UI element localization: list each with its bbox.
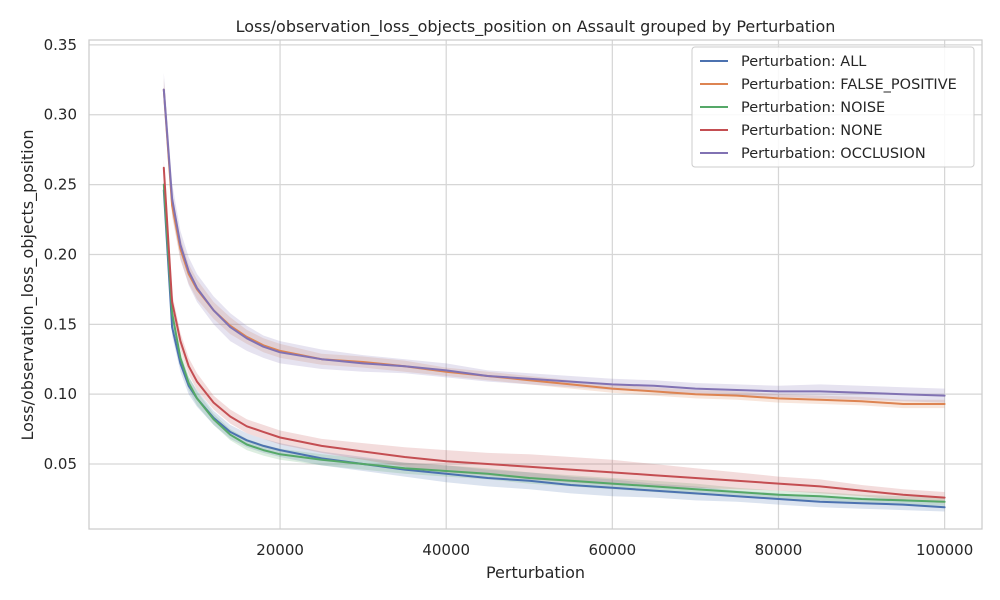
- y-axis-title: Loss/observation_loss_objects_position: [18, 129, 38, 440]
- legend-label-all: Perturbation: ALL: [741, 54, 866, 70]
- series-line-none: [162, 166, 946, 499]
- x-tick-label: 20000: [256, 541, 304, 559]
- y-tick-label: 0.30: [44, 106, 77, 124]
- legend-items: Perturbation: ALL Perturbation: FALSE_POS…: [700, 54, 957, 162]
- x-tick-labels: 20000 40000 60000 80000 100000: [256, 541, 973, 559]
- y-tick-label: 0.05: [44, 455, 77, 473]
- x-tick-label: 80000: [755, 541, 803, 559]
- series-lines: [162, 88, 946, 509]
- y-tick-label: 0.15: [44, 315, 77, 333]
- legend: Perturbation: ALL Perturbation: FALSE_POS…: [691, 46, 975, 168]
- y-tick-label: 0.25: [44, 176, 77, 194]
- y-tick-label: 0.10: [44, 385, 77, 403]
- y-tick-label: 0.20: [44, 245, 77, 263]
- y-tick-labels: 0.05 0.10 0.15 0.20 0.25 0.30 0.35: [44, 36, 77, 473]
- legend-frame: [691, 46, 975, 168]
- chart-title: Loss/observation_loss_objects_position o…: [236, 17, 836, 37]
- x-tick-label: 40000: [422, 541, 470, 559]
- series-line-occlusion: [162, 88, 946, 397]
- x-tick-label: 60000: [588, 541, 636, 559]
- legend-label-occlusion: Perturbation: OCCLUSION: [741, 146, 926, 162]
- x-axis-title: Perturbation: [486, 563, 585, 582]
- plot-frame: [88, 39, 983, 530]
- legend-label-false-positive: Perturbation: FALSE_POSITIVE: [741, 77, 957, 93]
- legend-label-noise: Perturbation: NOISE: [741, 100, 885, 116]
- series-line-noise: [162, 183, 946, 503]
- legend-label-none: Perturbation: NONE: [741, 123, 883, 139]
- y-tick-label: 0.35: [44, 36, 77, 54]
- x-tick-label: 100000: [916, 541, 973, 559]
